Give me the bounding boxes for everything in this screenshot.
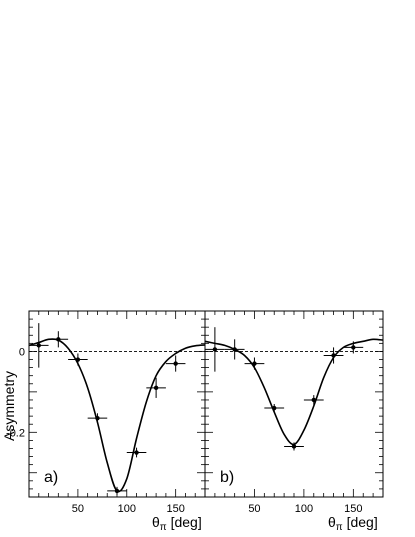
point-marker [134, 450, 139, 455]
data-point-a-6 [126, 447, 147, 458]
point-marker [311, 397, 316, 403]
data-point-b-5 [284, 442, 304, 451]
y-axis-title: Asymmetry [1, 371, 17, 441]
point-marker [232, 347, 237, 352]
point-marker [56, 337, 61, 342]
panel-label-b: b) [220, 469, 234, 486]
x-tick-labels-b: 50 100 150 [248, 503, 362, 515]
ticks-a [29, 311, 205, 497]
point-marker [252, 361, 257, 366]
data-point-a-1 [29, 323, 49, 368]
data-point-b-3 [244, 357, 265, 370]
point-marker [36, 343, 41, 348]
panel-label-a: a) [44, 469, 58, 486]
point-marker [114, 488, 120, 494]
data-point-a-2 [48, 331, 69, 348]
point-marker [75, 357, 81, 362]
data-point-b-4 [264, 404, 285, 413]
data-point-b-6 [303, 395, 324, 405]
data-point-b-1 [205, 327, 225, 372]
data-point-a-4 [87, 413, 108, 424]
point-marker [212, 347, 218, 352]
x-tick-label: 100 [295, 503, 313, 515]
y-tick-label: -0.2 [6, 427, 25, 439]
x-tick-label: 150 [344, 503, 362, 515]
point-marker [173, 361, 178, 366]
data-point-b-8 [343, 341, 364, 354]
y-tick-labels-a: 0 -0.2 [6, 346, 25, 439]
point-marker [291, 444, 297, 449]
panel-b: 50 100 150 b) θπ [deg] [204, 310, 384, 533]
data-point-a-5 [107, 486, 127, 495]
x-tick-labels-a: 50 100 150 [72, 503, 185, 515]
data-points-a [29, 323, 186, 495]
point-marker [153, 385, 159, 391]
point-marker [331, 353, 336, 358]
x-tick-label: 100 [118, 503, 136, 515]
data-point-a-8 [165, 355, 186, 372]
point-marker [95, 415, 100, 421]
point-marker [272, 405, 277, 411]
ticks-b [205, 311, 383, 497]
data-point-b-7 [323, 347, 344, 364]
data-point-b-2 [224, 339, 245, 360]
data-point-a-7 [146, 377, 166, 398]
panel-a: 50 100 150 0-0.2 a) θπ [deg] [6, 310, 206, 533]
point-marker [351, 345, 356, 350]
y-tick-label: 0 [19, 346, 25, 358]
x-tick-label: 150 [166, 503, 184, 515]
x-tick-label: 50 [248, 503, 260, 515]
data-points-b [205, 327, 364, 451]
data-point-a-3 [68, 353, 88, 366]
x-tick-label: 50 [72, 503, 84, 515]
